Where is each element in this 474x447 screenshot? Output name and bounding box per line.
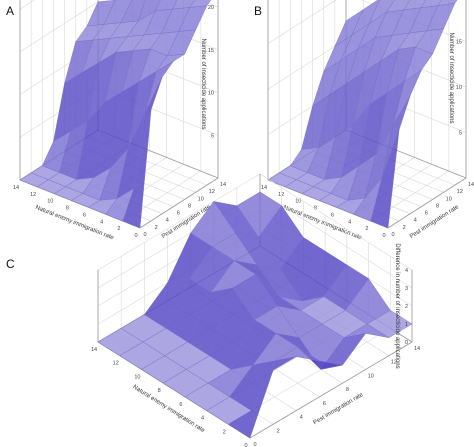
axis-edge	[249, 341, 413, 439]
y-tick-label: 14	[414, 346, 420, 352]
x-tick-label: 12	[278, 192, 284, 198]
y-tick-label: 6	[425, 211, 428, 217]
panel-c-letter: C	[6, 257, 15, 271]
y-tick-label: 10	[198, 196, 204, 202]
axis-edge	[139, 177, 219, 229]
x-tick-label: 6	[83, 212, 86, 218]
z-tick-label: 5	[459, 131, 462, 137]
x-tick-label: 12	[30, 192, 36, 198]
panel-b-letter: B	[254, 4, 262, 18]
y-tick-label: 14	[220, 182, 226, 188]
y-tick-label: 2	[155, 225, 158, 231]
z-tick-label: 15	[456, 40, 462, 46]
y-tick-label: 4	[414, 218, 417, 224]
z-axis-label: Number of insecticide applications	[200, 38, 206, 129]
x-tick-label: 12	[113, 361, 119, 367]
y-tick-label: 12	[391, 360, 397, 366]
x-tick-label: 6	[331, 212, 334, 218]
x-tick-label: 6	[179, 402, 182, 408]
x-tick-label: 0	[244, 443, 247, 447]
y-tick-label: 0	[391, 232, 394, 238]
panel-a-surface	[19, 0, 212, 229]
x-tick-label: 10	[134, 374, 140, 380]
x-tick-label: 8	[314, 206, 317, 212]
y-tick-label: 14	[468, 182, 474, 188]
z-tick-label: 4	[405, 268, 408, 274]
y-tick-label: 12	[457, 189, 463, 195]
x-tick-label: 0	[134, 233, 137, 239]
x-tick-label: 14	[13, 185, 19, 191]
surface-face	[228, 370, 274, 439]
x-tick-label: 14	[91, 347, 97, 353]
x-tick-label: 8	[158, 388, 161, 394]
z-tick-label: 10	[456, 85, 462, 91]
axis-edge	[387, 177, 467, 229]
panel-a-ticks: 0 2 4 6 8 10 12 14 0 2 4 6 8 10 12 14 5 10 15 20	[13, 5, 226, 239]
y-tick-label: 0	[253, 442, 256, 447]
z-tick-label: 5	[211, 133, 214, 139]
y-tick-label: 8	[188, 203, 191, 209]
z-tick-label: 15	[208, 48, 214, 54]
x-tick-label: 10	[47, 199, 53, 205]
x-tick-label: 4	[100, 219, 103, 225]
x-tick-label: 10	[295, 199, 301, 205]
x-tick-label: 2	[223, 429, 226, 435]
y-tick-label: 2	[403, 225, 406, 231]
y-axis-label: Pest immigration rate	[313, 392, 365, 426]
x-tick-label: 14	[261, 185, 267, 191]
y-tick-label: 0	[143, 232, 146, 238]
y-tick-label: 4	[166, 218, 169, 224]
x-tick-label: 0	[382, 233, 385, 239]
y-tick-label: 10	[446, 196, 452, 202]
z-tick-label: 3	[405, 286, 408, 292]
x-tick-label: 4	[201, 416, 204, 422]
x-tick-label: 4	[348, 219, 351, 225]
y-tick-label: 2	[277, 428, 280, 434]
x-tick-label: 2	[365, 226, 368, 232]
z-axis-label: Number of insecticide applications	[448, 32, 454, 123]
z-tick-label: 10	[208, 91, 214, 97]
surface-face	[122, 109, 152, 229]
z-tick-label: 0	[405, 340, 408, 346]
y-tick-label: 6	[177, 211, 180, 217]
panel-b-surface	[267, 0, 458, 229]
panel-c-surface	[97, 191, 413, 439]
z-axis-label: Difference in number of insecticide appl…	[394, 243, 400, 368]
x-tick-label: 2	[117, 226, 120, 232]
y-tick-label: 4	[300, 415, 303, 421]
y-tick-label: 6	[323, 401, 326, 407]
z-tick-label: 20	[208, 5, 214, 11]
z-tick-label: 2	[405, 304, 408, 310]
y-tick-label: 10	[368, 373, 374, 379]
surface-face	[370, 129, 400, 229]
y-tick-label: 12	[209, 189, 215, 195]
panel-a-letter: A	[6, 4, 14, 18]
y-tick-label: 8	[346, 387, 349, 393]
y-tick-label: 8	[436, 203, 439, 209]
x-tick-label: 8	[66, 206, 69, 212]
z-tick-label: 1	[405, 322, 408, 328]
